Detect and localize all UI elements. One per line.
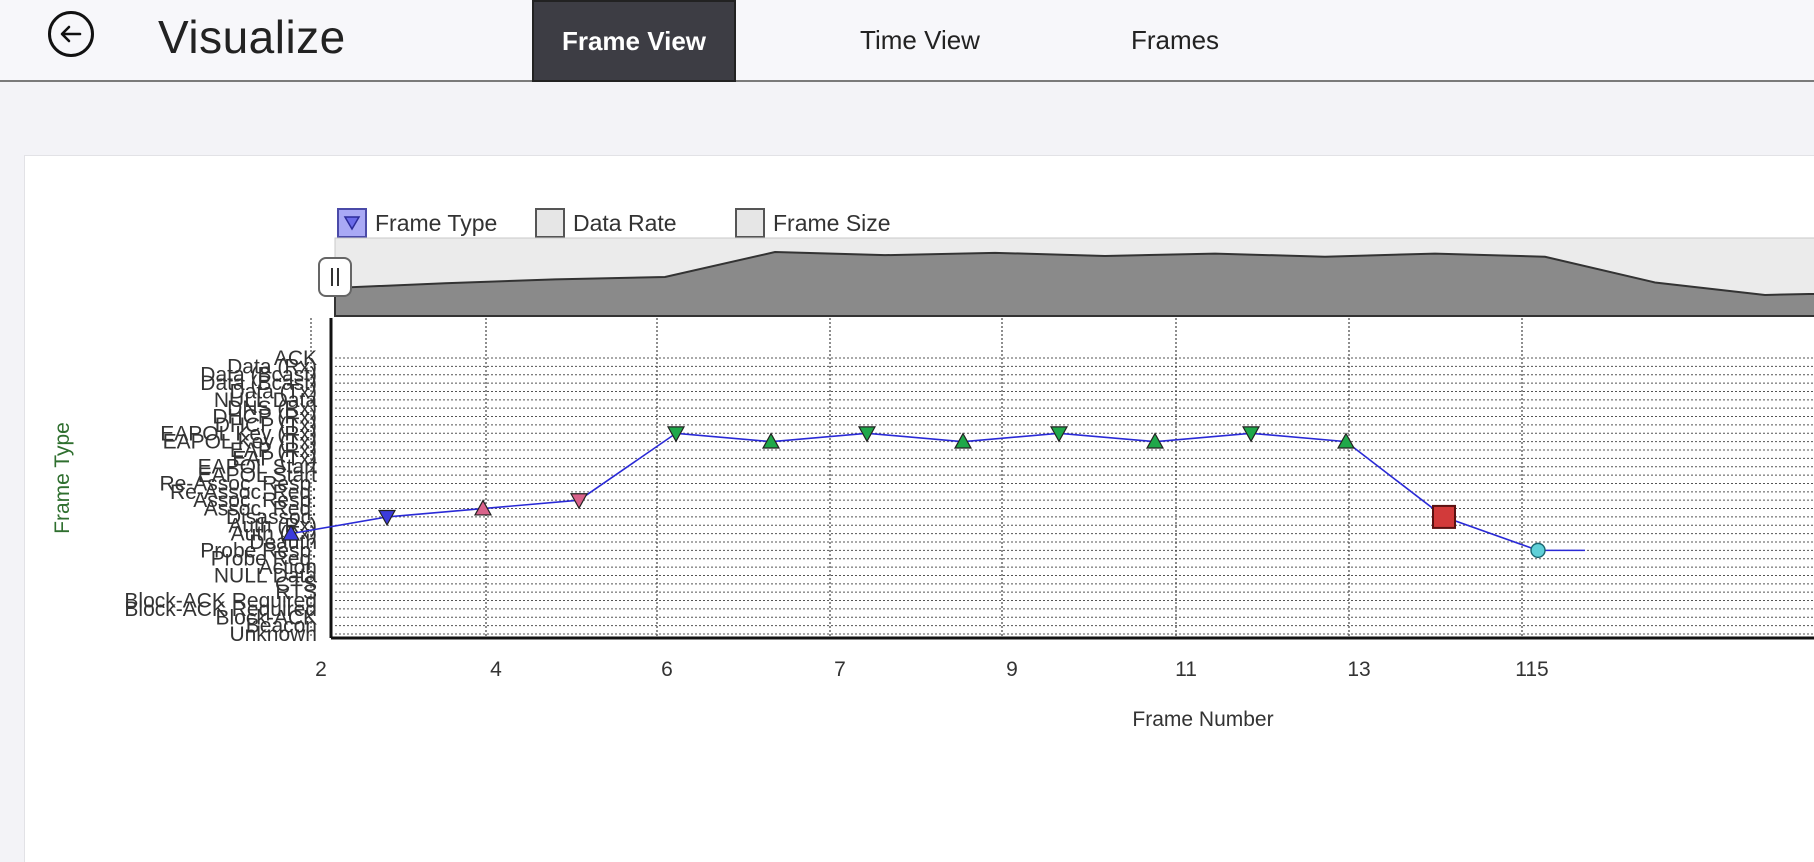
y-tick-label: Action [259, 556, 317, 579]
data-point [761, 432, 781, 449]
y-axis-title: Frame Type [51, 422, 74, 534]
legend-label-frame-type: Frame Type [375, 209, 498, 236]
tab-frame-view[interactable]: Frame View [532, 0, 736, 82]
data-point [1432, 504, 1456, 529]
x-tick-label: 13 [1347, 658, 1370, 681]
x-tick-label: 115 [1515, 658, 1548, 681]
legend-frame-size[interactable]: Frame Size [735, 208, 891, 238]
y-tick-label: CTS [275, 573, 317, 596]
back-arrow-icon [60, 25, 82, 43]
tab-frames[interactable]: Frames [1110, 0, 1240, 80]
data-point [1336, 432, 1356, 449]
data-point [281, 524, 301, 541]
y-tick-label: DHCP (Rx) [212, 406, 317, 429]
data-rate-checkbox[interactable] [535, 208, 565, 238]
y-tick-label: Block-ACK Required [124, 590, 317, 613]
y-tick-label: DNS (Rx) [227, 397, 317, 420]
y-tick-label: Unknown [229, 623, 317, 646]
tab-time-view-label: Time View [860, 24, 980, 55]
y-tick-label: Block-ACK Required [124, 598, 317, 621]
data-point [569, 493, 589, 510]
y-tick-label: EAPOL Key (Rx) [160, 422, 317, 445]
y-tick-label: Data (Tx) [229, 380, 317, 403]
y-tick-label: Re-Assoc. Resp. [159, 472, 317, 495]
y-tick-label: NULL Data [214, 389, 317, 412]
data-point [1145, 432, 1165, 449]
data-point [1530, 542, 1546, 559]
x-tick-label: 2 [315, 658, 327, 681]
plot-area [335, 318, 1814, 638]
tab-time-view[interactable]: Time View [830, 0, 1010, 80]
x-tick-label: 9 [1006, 658, 1018, 681]
minimap-handle[interactable] [318, 257, 352, 297]
y-tick-label: EAP (Rx) [230, 439, 317, 462]
y-tick-label: Probe Req. [211, 548, 317, 571]
y-tick-label: Assoc. Req. [204, 498, 317, 521]
legend-label-data-rate: Data Rate [573, 209, 677, 236]
data-point [377, 509, 397, 527]
y-tick-label: ACK [274, 347, 317, 370]
page-title: Visualize [158, 11, 346, 63]
y-tick-label: EAPOL Start [198, 464, 318, 487]
y-tick-label: Probe Resp. [200, 539, 317, 562]
y-tick-label: DHCP (Tx) [215, 414, 317, 437]
y-tick-label: Re-Assoc. Req. [170, 481, 317, 504]
x-axis-title: Frame Number [1132, 708, 1273, 731]
y-tick-label: Beacon [246, 615, 317, 638]
y-tick-label: Block-ACK [215, 606, 317, 629]
y-tick-label: Data (Rx) [227, 355, 317, 378]
y-tick-label: Assoc. Resp. [193, 489, 317, 512]
back-button[interactable] [48, 11, 94, 57]
y-tick-label: EAPOL Key (Tx) [163, 431, 317, 454]
y-tick-label: NULL Data [214, 564, 317, 587]
top-bar: Visualize Frame View Time View Frames [0, 0, 1814, 82]
legend-label-frame-size: Frame Size [773, 209, 891, 236]
frame-size-checkbox[interactable] [735, 208, 765, 238]
x-tick-label: 4 [490, 658, 502, 681]
y-tick-label: Deauth [249, 531, 317, 554]
y-tick-label: Data (Bcast) [200, 372, 317, 395]
legend-data-rate[interactable]: Data Rate [535, 208, 677, 238]
chart-panel: Frame Type Data Rate Frame Size ACK Data … [24, 155, 1814, 862]
triangle-down-icon [343, 216, 361, 231]
x-tick-label: 7 [834, 658, 846, 681]
tab-frames-label: Frames [1130, 24, 1220, 55]
y-tick-label: Disassoc. [226, 506, 317, 529]
y-tick-label: EAPOL Start [198, 456, 318, 479]
y-tick-label: EAP (Tx) [232, 447, 317, 470]
data-point [857, 426, 877, 443]
minimap-area [334, 251, 1814, 317]
data-point [953, 432, 973, 449]
data-point [1049, 426, 1069, 443]
data-point [666, 426, 686, 443]
frame-type-checkbox[interactable] [337, 208, 367, 238]
x-tick-label: 6 [661, 658, 673, 681]
data-point [473, 499, 493, 516]
x-tick-label: 11 [1175, 658, 1197, 681]
tab-frame-view-label: Frame View [561, 25, 707, 56]
minimap-handle-box [318, 257, 352, 297]
y-tick-label: RTS [275, 581, 317, 604]
y-tick-label: Data (Bcast) [200, 364, 317, 387]
legend-frame-type[interactable]: Frame Type [337, 208, 497, 238]
data-point [1241, 426, 1261, 443]
